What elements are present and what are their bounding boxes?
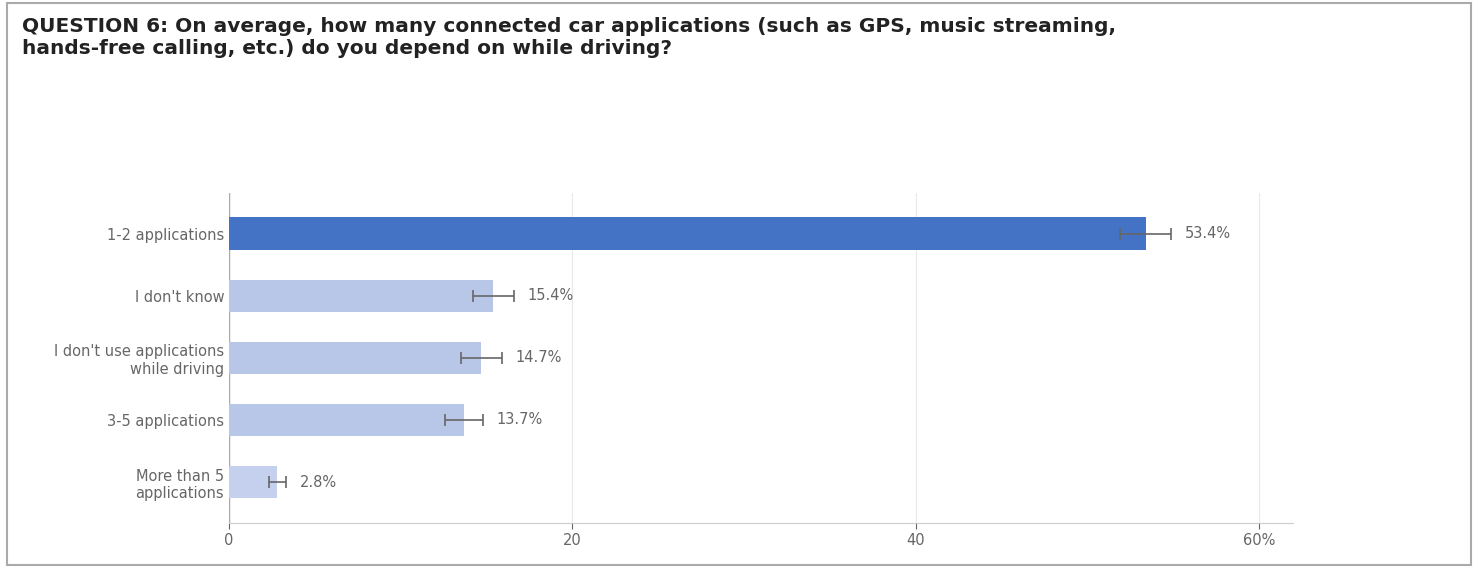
Text: 53.4%: 53.4% <box>1185 226 1231 241</box>
Bar <box>229 342 482 374</box>
Bar <box>229 218 1145 250</box>
Text: 13.7%: 13.7% <box>497 412 542 428</box>
Bar <box>229 279 494 312</box>
Text: 2.8%: 2.8% <box>300 475 337 490</box>
Text: 14.7%: 14.7% <box>516 350 562 365</box>
Text: QUESTION 6: On average, how many connected car applications (such as GPS, music : QUESTION 6: On average, how many connect… <box>22 17 1116 58</box>
Bar <box>229 404 464 436</box>
Text: 15.4%: 15.4% <box>528 288 573 303</box>
Bar <box>229 466 278 498</box>
